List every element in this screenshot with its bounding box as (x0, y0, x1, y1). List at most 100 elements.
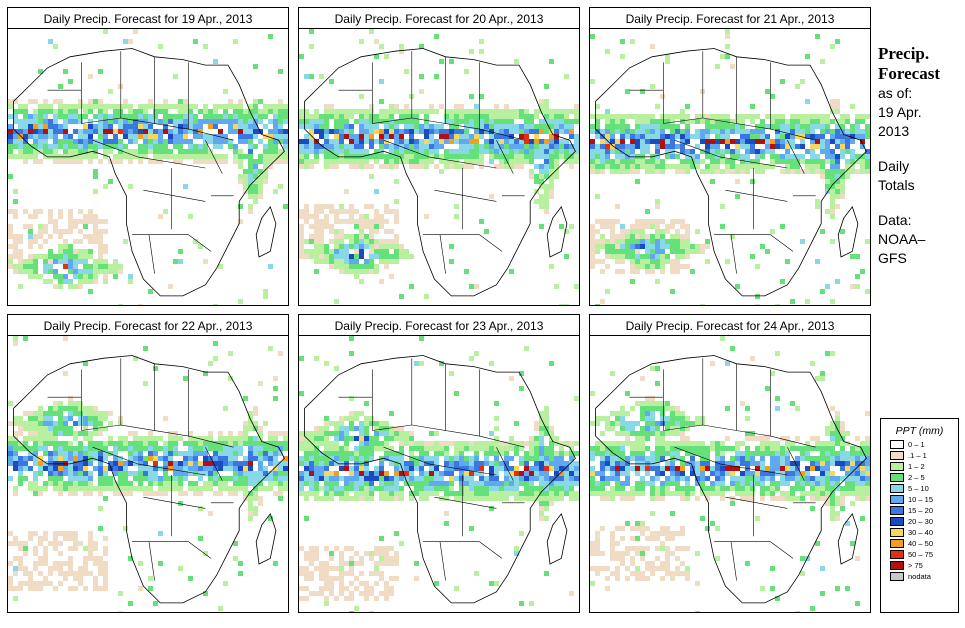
precip-cell (168, 466, 173, 471)
precip-cell (610, 149, 615, 154)
precip-cell (98, 421, 103, 426)
precip-cell (615, 219, 620, 224)
precip-cell (309, 44, 314, 49)
precip-cell (735, 154, 740, 159)
precip-cell (404, 441, 409, 446)
precip-cell (675, 229, 680, 234)
precip-cell (830, 169, 835, 174)
precip-cell (645, 259, 650, 264)
precip-cell (830, 189, 835, 194)
precip-cell (845, 456, 850, 461)
precip-cell (283, 144, 288, 149)
precip-cell (504, 476, 509, 481)
precip-cell (53, 586, 58, 591)
precip-cell (695, 461, 700, 466)
precip-cell (549, 426, 554, 431)
precip-cell (394, 209, 399, 214)
precip-cell (203, 119, 208, 124)
precip-cell (98, 219, 103, 224)
precip-cell (183, 109, 188, 114)
precip-cell (33, 254, 38, 259)
precip-cell (48, 431, 53, 436)
precip-cell (168, 149, 173, 154)
precip-cell (404, 129, 409, 134)
precip-cell (344, 436, 349, 441)
precip-cell (625, 426, 630, 431)
precip-cell (504, 441, 509, 446)
precip-cell (148, 441, 153, 446)
precip-cell (329, 204, 334, 209)
precip-cell (544, 124, 549, 129)
precip-cell (399, 486, 404, 491)
precip-cell (660, 94, 665, 99)
precip-cell (730, 466, 735, 471)
precip-cell (23, 581, 28, 586)
precip-cell (795, 461, 800, 466)
precip-cell (815, 134, 820, 139)
precip-cell (605, 109, 610, 114)
precip-cell (349, 149, 354, 154)
precip-cell (660, 264, 665, 269)
precip-cell (143, 441, 148, 446)
precip-cell (600, 134, 605, 139)
precip-cell (760, 164, 765, 169)
precip-cell (549, 441, 554, 446)
precip-cell (88, 234, 93, 239)
precip-cell (339, 571, 344, 576)
precip-cell (38, 234, 43, 239)
precip-cell (534, 436, 539, 441)
precip-cell (113, 269, 118, 274)
precip-cell (780, 224, 785, 229)
precip-cell (745, 461, 750, 466)
precip-cell (414, 446, 419, 451)
precip-cell (273, 451, 278, 456)
country-border (479, 541, 503, 559)
precip-cell (389, 411, 394, 416)
precip-cell (815, 139, 820, 144)
precip-cell (359, 219, 364, 224)
precip-cell (399, 471, 404, 476)
precip-cell (73, 274, 78, 279)
precip-cell (158, 561, 163, 566)
precip-cell (760, 436, 765, 441)
precip-cell (183, 114, 188, 119)
precip-cell (8, 224, 13, 229)
precip-cell (208, 109, 213, 114)
precip-cell (283, 436, 288, 441)
precip-cell (850, 446, 855, 451)
precip-cell (620, 456, 625, 461)
precip-cell (178, 466, 183, 471)
precip-cell (419, 461, 424, 466)
precip-cell (544, 421, 549, 426)
precip-cell (670, 134, 675, 139)
precip-cell (299, 124, 304, 129)
precip-cell (549, 466, 554, 471)
precip-cell (825, 441, 830, 446)
precip-cell (384, 486, 389, 491)
precip-cell (329, 109, 334, 114)
precip-cell (83, 139, 88, 144)
precip-cell (805, 134, 810, 139)
precip-cell (113, 461, 118, 466)
precip-cell (83, 249, 88, 254)
precip-cell (735, 119, 740, 124)
precip-cell (299, 456, 304, 461)
precip-cell (188, 436, 193, 441)
precip-cell (33, 274, 38, 279)
precip-cell (645, 431, 650, 436)
precip-cell (379, 244, 384, 249)
precip-cell (153, 466, 158, 471)
precip-cell (595, 416, 600, 421)
precip-cell (564, 74, 569, 79)
precip-cell (43, 134, 48, 139)
precip-cell (319, 149, 324, 154)
precip-cell (429, 144, 434, 149)
precip-cell (419, 154, 424, 159)
precip-cell (268, 264, 273, 269)
precip-cell (544, 164, 549, 169)
precip-cell (800, 139, 805, 144)
precip-cell (650, 164, 655, 169)
precip-cell (424, 134, 429, 139)
precip-cell (514, 149, 519, 154)
precip-cell (635, 234, 640, 239)
